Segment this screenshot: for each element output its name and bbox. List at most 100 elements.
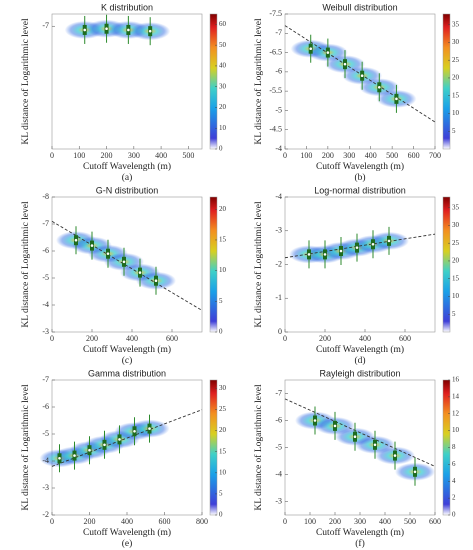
y-tick-label: -4 [42,456,49,465]
y-tick-label: -3 [275,496,282,505]
x-tick-label: 0 [50,151,54,160]
chart-title: Rayleigh distribution [319,368,400,378]
colorbar-tick-label: 14 [452,392,460,400]
colorbar [442,196,451,333]
y-tick-label: -7.5 [269,9,282,18]
x-tick-label: 700 [429,151,441,160]
median [58,457,61,460]
x-tick-label: 300 [343,151,355,160]
colorbar-tick-label: 30 [452,221,460,229]
colorbar [209,13,218,150]
colorbar-tick-label: 0 [219,511,223,519]
colorbar-tick-label: 20 [452,74,460,82]
median [313,419,317,422]
x-axis-label: Cutoff Wavelength (m) [83,161,171,172]
median [333,424,337,428]
x-tick-label: 300 [128,151,140,160]
median [343,62,347,66]
median [395,97,398,101]
colorbar-tick-label: 5 [219,297,223,305]
x-tick-label: 0 [283,517,287,526]
median [138,271,142,274]
y-tick-label: -7 [42,375,49,384]
x-tick-label: 600 [429,517,441,526]
y-tick-label: -5 [42,273,49,282]
x-tick-label: 400 [365,151,377,160]
median [413,470,417,474]
x-tick-label: 200 [86,334,98,343]
colorbar-tick-label: 30 [219,384,227,392]
caption: (f) [355,538,365,549]
median [393,454,397,457]
median [88,448,91,452]
median [83,28,87,32]
y-tick-label: -7 [275,28,282,37]
colorbar-tick-label: 30 [452,38,460,46]
median [118,438,121,441]
x-tick-label: 200 [319,334,331,343]
colorbar-tick-label: 50 [219,41,227,49]
colorbar-tick-label: 30 [219,82,227,90]
colorbar-tick-label: 5 [452,127,456,135]
median [323,253,327,256]
y-tick-label: -4 [42,300,49,309]
y-tick-label: 0 [278,327,282,336]
y-tick-label: -1 [275,293,282,302]
y-tick-label: -6 [42,402,49,411]
median [387,239,391,243]
x-tick-label: 0 [283,151,287,160]
x-tick-label: 600 [159,517,171,526]
x-tick-label: 100 [304,517,316,526]
x-tick-label: 200 [329,517,341,526]
y-tick-label: -3 [275,226,282,235]
colorbar-tick-label: 40 [219,62,227,70]
median [326,51,330,54]
colorbar [442,13,451,150]
colorbar-tick-label: 10 [452,109,460,117]
colorbar-tick-label: 0 [219,328,223,336]
median [148,427,151,430]
colorbar-tick-label: 10 [219,468,227,476]
fit-line [51,220,203,311]
caption: (a) [122,172,133,183]
colorbar-tick-label: 25 [219,405,227,413]
y-tick-label: -6 [275,67,282,76]
plot-area [284,196,436,333]
colorbar-tick-label: 15 [219,447,227,455]
x-tick-label: 200 [84,517,96,526]
colorbar-tick-label: 25 [452,239,460,247]
chart-title: Gamma distribution [88,368,166,378]
median [90,244,94,247]
colorbar-tick-label: 15 [452,274,460,282]
colorbar-tick-label: 15 [452,91,460,99]
x-tick-label: 500 [182,151,194,160]
colorbar-tick-label: 20 [452,257,460,265]
median [355,246,359,249]
y-tick-label: -5 [275,105,282,114]
x-tick-label: 600 [408,151,420,160]
chart-title: K distribution [101,2,153,12]
x-axis-label: Cutoff Wavelength (m) [316,344,404,355]
y-tick-label: -7 [42,219,49,228]
median [105,27,108,31]
caption: (e) [122,538,133,549]
colorbar-tick-label: 20 [219,205,227,213]
colorbar [209,196,218,333]
y-axis-label: KL distance of Logarithmic level [253,18,264,145]
y-tick-label: -8 [42,192,49,201]
y-axis-label: KL distance of Logarithmic level [20,201,31,328]
colorbar-tick-label: 10 [452,426,460,434]
colorbar-tick-label: 10 [452,292,460,300]
y-tick-label: -4 [275,144,282,153]
median [127,28,130,32]
colorbar-tick-label: 10 [219,124,227,132]
median [377,85,381,89]
colorbar-tick-label: 2 [452,494,456,502]
colorbar-tick-label: 35 [452,20,460,28]
x-tick-label: 200 [322,151,334,160]
median [339,249,343,253]
colorbar-tick-label: 16 [452,376,460,384]
colorbar-tick-label: 6 [452,460,456,468]
chart-title: Weibull distribution [322,2,397,12]
y-tick-label: -6.5 [269,47,282,56]
